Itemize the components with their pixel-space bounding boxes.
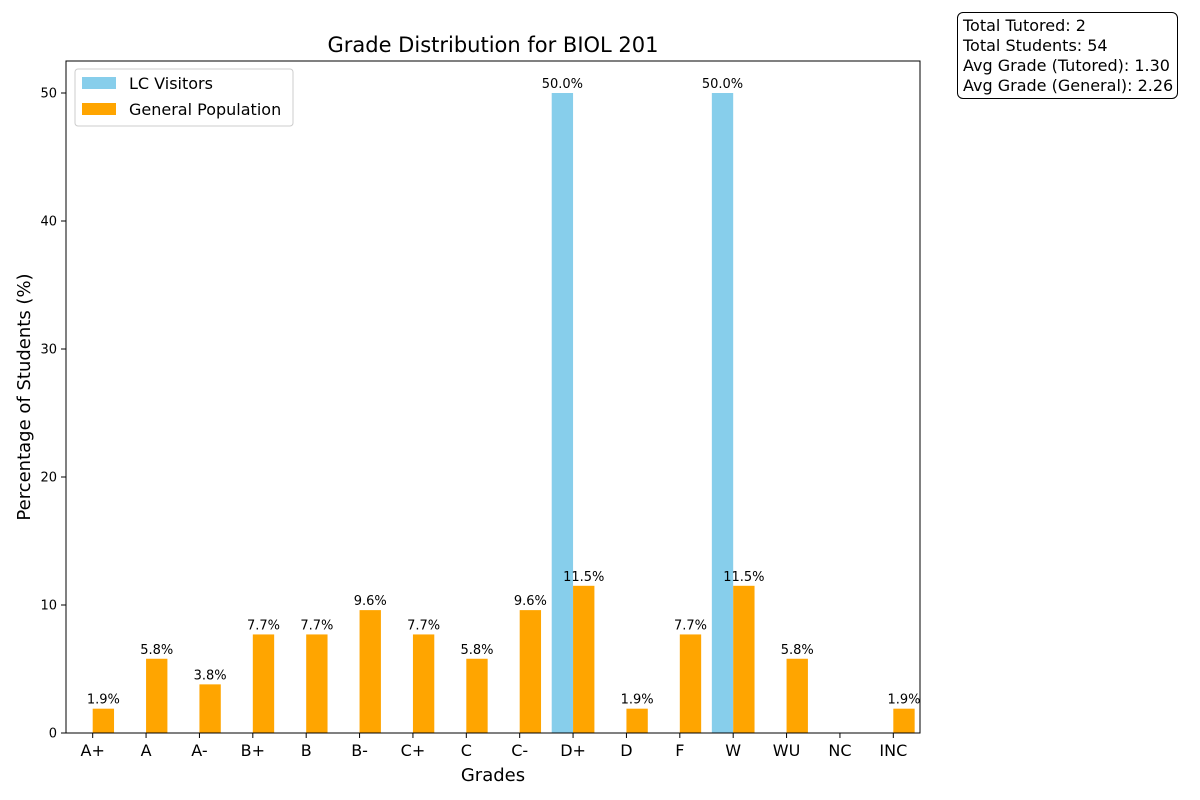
x-tick-label-NC: NC [828,741,851,760]
x-tick-label-A+: A+ [81,741,105,760]
bar-label-general-B-: 9.6% [354,594,387,609]
y-tick-label: 30 [40,343,57,358]
bar-general-D+ [573,585,595,733]
legend-box [74,68,294,127]
legend-label-lc: LC Visitors [129,74,213,93]
bar-label-general-C-: 9.6% [514,594,547,609]
x-tick-label-A: A [141,741,152,760]
x-tick-label-F: F [675,741,684,760]
legend-label-general: General Population [129,100,281,119]
chart-title: Grade Distribution for BIOL 201 [327,33,658,57]
bar-label-general-F: 7.7% [674,618,707,633]
x-tick-label-WU: WU [773,741,801,760]
y-tick-label: 40 [40,215,57,230]
x-tick-label-A-: A- [191,741,207,760]
avg-grade-general-text: Avg Grade (General): 2.26 [963,76,1174,95]
bar-general-C+ [412,634,435,733]
bar-general-A [146,658,168,733]
bar-label-general-WU: 5.8% [781,643,814,658]
legend-swatch-general [82,103,116,115]
total-students-text: Total Students: 54 [963,36,1108,55]
total-tutored-text: Total Tutored: 2 [963,16,1086,35]
y-tick-label: 0 [49,727,57,742]
bar-general-B [306,634,328,733]
bar-general-C- [519,610,542,733]
bar-general-WU [786,658,808,733]
bar-general-B+ [252,634,275,733]
x-tick-label-D: D [620,741,632,760]
bar-label-general-B: 7.7% [300,618,333,633]
bar-label-general-A+: 1.9% [87,693,120,708]
bar-label-general-INC: 1.9% [887,693,920,708]
bar-general-INC [893,708,915,733]
bar-lc-D+ [551,93,574,733]
x-tick-label-B+: B+ [241,741,265,760]
bar-label-lc-D+: 50.0% [542,77,583,92]
bar-label-general-D+: 11.5% [563,570,604,585]
bar-general-W [733,585,755,733]
y-tick-label: 10 [40,599,57,614]
avg-grade-tutored-text: Avg Grade (Tutored): 1.30 [963,56,1170,75]
y-tick-label: 20 [40,471,57,486]
x-tick-label-B-: B- [351,741,368,760]
x-axis-label: Grades [461,765,525,786]
bar-label-general-A-: 3.8% [194,668,227,683]
bar-general-A+ [92,708,115,733]
x-tick-label-C: C [461,741,472,760]
bar-label-general-C+: 7.7% [407,618,440,633]
y-tick-label: 50 [40,87,57,102]
plot-frame [65,60,921,734]
x-tick-label-INC: INC [879,741,907,760]
bar-general-D [626,708,648,733]
bar-general-F [679,634,702,733]
bar-label-general-C: 5.8% [460,643,493,658]
x-tick-label-B: B [301,741,312,760]
y-axis-label: Percentage of Students (%) [14,273,35,520]
bar-general-C [466,658,488,733]
summary-stats-box: Total Tutored: 2 Total Students: 54 Avg … [957,12,1179,99]
bar-label-general-B+: 7.7% [247,618,280,633]
bar-label-lc-W: 50.0% [702,77,743,92]
bar-lc-W [711,93,734,733]
x-tick-label-C-: C- [511,741,528,760]
x-tick-label-W: W [725,741,741,760]
x-tick-label-C+: C+ [401,741,426,760]
bar-general-A- [199,684,221,733]
x-tick-label-D+: D+ [560,741,586,760]
bar-label-general-A: 5.8% [140,643,173,658]
bar-general-B- [359,610,381,733]
legend-swatch-lc [82,77,116,89]
bar-label-general-D: 1.9% [621,693,654,708]
bar-label-general-W: 11.5% [723,570,764,585]
